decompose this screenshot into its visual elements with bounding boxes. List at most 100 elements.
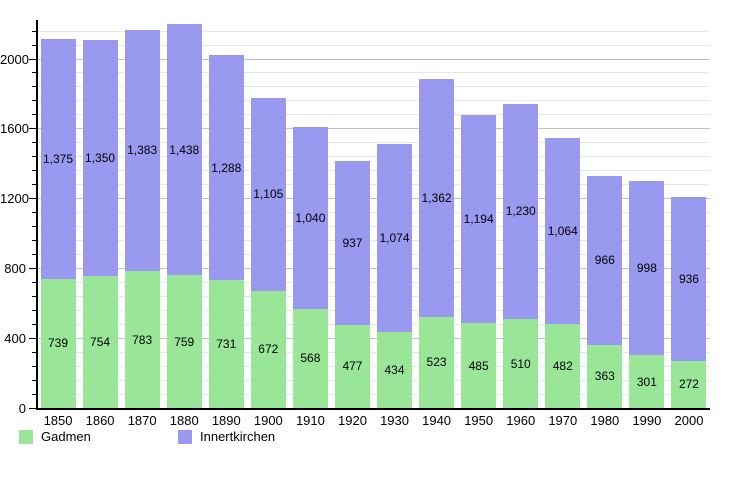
x-axis-tick-label: 1960 bbox=[506, 413, 536, 428]
y-minor-tick bbox=[32, 352, 36, 354]
value-label: 739 bbox=[48, 336, 69, 351]
value-label: 477 bbox=[342, 359, 363, 374]
x-axis-tick-label: 2000 bbox=[674, 413, 704, 428]
x-axis-tick-label: 1860 bbox=[85, 413, 115, 428]
minor-gridline bbox=[37, 296, 710, 298]
value-label: 672 bbox=[258, 342, 279, 357]
y-major-tick bbox=[29, 268, 36, 270]
legend-label: Innertkirchen bbox=[200, 429, 276, 444]
value-label: 1,438 bbox=[169, 142, 200, 157]
bar-segment-innertkirchen-1960: 1,230 bbox=[503, 103, 539, 319]
minor-gridline bbox=[37, 226, 710, 228]
y-minor-tick bbox=[32, 184, 36, 186]
value-label: 759 bbox=[174, 334, 195, 349]
bar-series: 739 1,375 754 1,350 783 1,383 759 1,438 731 1,288… bbox=[37, 20, 710, 408]
y-minor-tick bbox=[32, 170, 36, 172]
y-major-tick bbox=[29, 128, 36, 130]
bar-segment-innertkirchen-1940: 1,362 bbox=[419, 78, 455, 317]
bar-group-1970: 482 1,064 bbox=[542, 20, 584, 408]
bar-segment-innertkirchen-2000: 936 bbox=[671, 196, 707, 361]
y-minor-tick bbox=[32, 212, 36, 214]
y-axis-line bbox=[36, 20, 38, 409]
bar-group-2000: 272 936 bbox=[668, 20, 710, 408]
value-label: 1,350 bbox=[85, 151, 116, 166]
bar-group-1910: 568 1,040 bbox=[289, 20, 331, 408]
value-label: 966 bbox=[594, 253, 615, 268]
bar-segment-innertkirchen-1850: 1,375 bbox=[40, 38, 76, 279]
y-minor-tick bbox=[32, 226, 36, 228]
y-minor-tick bbox=[32, 394, 36, 395]
bar-segment-gadmen-1940: 523 bbox=[419, 316, 455, 408]
value-label: 1,383 bbox=[127, 143, 158, 158]
y-major-tick bbox=[29, 58, 36, 60]
bar-segment-innertkirchen-1860: 1,350 bbox=[82, 40, 118, 277]
value-label: 754 bbox=[90, 335, 111, 350]
bar-segment-innertkirchen-1900: 1,105 bbox=[250, 97, 286, 291]
bar-group-1990: 301 998 bbox=[626, 20, 668, 408]
bar-segment-gadmen-1890: 731 bbox=[208, 280, 244, 408]
plot-area: 739 1,375 754 1,350 783 1,383 759 1,438 731 1,288… bbox=[37, 20, 710, 408]
y-minor-tick bbox=[32, 310, 36, 312]
minor-gridline bbox=[37, 142, 710, 144]
bar-segment-innertkirchen-1870: 1,383 bbox=[124, 29, 160, 272]
value-label: 1,194 bbox=[463, 211, 494, 226]
minor-gridline bbox=[37, 254, 710, 256]
minor-gridline bbox=[37, 86, 710, 88]
minor-gridline bbox=[37, 100, 710, 102]
value-label: 1,105 bbox=[253, 187, 284, 202]
value-label: 936 bbox=[678, 271, 699, 286]
value-label: 482 bbox=[552, 358, 573, 373]
value-label: 568 bbox=[300, 351, 321, 366]
y-minor-tick bbox=[32, 296, 36, 298]
gadmen-color-swatch bbox=[19, 429, 33, 444]
bar-segment-gadmen-1850: 739 bbox=[40, 278, 76, 408]
value-label: 998 bbox=[636, 261, 657, 276]
bar-segment-gadmen-1960: 510 bbox=[503, 318, 539, 408]
y-axis-tick-label: 800 bbox=[4, 261, 26, 277]
bar-segment-gadmen-1970: 482 bbox=[545, 323, 581, 408]
x-axis-tick-label: 1870 bbox=[127, 413, 157, 428]
x-axis-tick-label: 1950 bbox=[464, 413, 494, 428]
y-minor-tick bbox=[32, 282, 36, 284]
bar-segment-innertkirchen-1970: 1,064 bbox=[545, 137, 581, 324]
minor-gridline bbox=[37, 310, 710, 312]
y-minor-tick bbox=[32, 30, 36, 32]
value-label: 731 bbox=[216, 337, 237, 352]
minor-gridline bbox=[37, 30, 710, 32]
value-label: 523 bbox=[426, 355, 447, 370]
x-axis-tick-label: 1930 bbox=[380, 413, 409, 428]
y-minor-tick bbox=[32, 100, 36, 102]
bar-segment-gadmen-1870: 783 bbox=[124, 271, 160, 408]
y-major-tick bbox=[29, 408, 36, 409]
value-label: 1,375 bbox=[43, 151, 74, 166]
minor-gridline bbox=[37, 282, 710, 284]
minor-gridline bbox=[37, 156, 710, 158]
y-axis-tick-label: 1600 bbox=[0, 121, 29, 137]
legend: Gadmen Innertkirchen bbox=[0, 429, 745, 449]
bar-segment-gadmen-1910: 568 bbox=[292, 308, 328, 408]
bar-segment-gadmen-1860: 754 bbox=[82, 276, 118, 408]
minor-gridline bbox=[37, 114, 710, 116]
bar-group-1930: 434 1,074 bbox=[374, 20, 416, 408]
bar-group-1850: 739 1,375 bbox=[37, 20, 79, 408]
value-label: 485 bbox=[468, 358, 489, 373]
minor-gridline bbox=[37, 44, 710, 46]
x-axis-line bbox=[36, 408, 710, 410]
y-minor-tick bbox=[32, 114, 36, 116]
x-axis-tick-label: 1920 bbox=[338, 413, 367, 428]
innertkirchen-color-swatch bbox=[178, 429, 192, 444]
minor-gridline bbox=[37, 184, 710, 186]
x-axis-tick-label: 1990 bbox=[632, 413, 662, 428]
x-axis-tick-label: 1970 bbox=[548, 413, 578, 428]
bar-group-1860: 754 1,350 bbox=[79, 20, 121, 408]
y-axis-tick-label: 400 bbox=[4, 331, 26, 347]
y-axis-tick-label: 2000 bbox=[0, 51, 29, 67]
minor-gridline bbox=[37, 72, 710, 74]
y-axis-tick-label: 1200 bbox=[0, 191, 29, 207]
y-minor-tick bbox=[32, 240, 36, 242]
value-label: 1,064 bbox=[547, 223, 578, 238]
legend-item-gadmen: Gadmen bbox=[19, 429, 91, 444]
minor-gridline bbox=[37, 394, 710, 395]
x-axis-tick-label: 1850 bbox=[43, 413, 73, 428]
